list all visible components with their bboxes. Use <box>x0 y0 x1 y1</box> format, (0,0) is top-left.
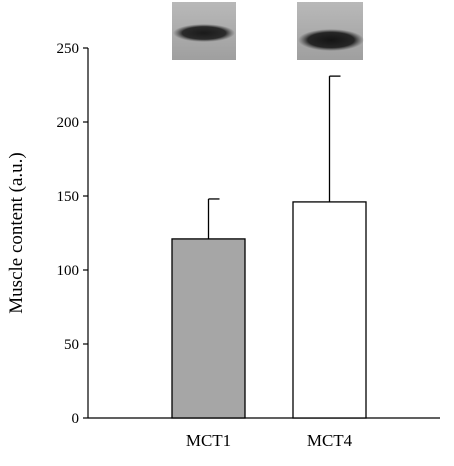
x-category-label-mct4: MCT4 <box>307 431 353 450</box>
y-tick-label: 250 <box>57 41 80 57</box>
y-tick-label: 200 <box>57 115 80 131</box>
y-tick-label: 100 <box>57 263 80 279</box>
y-tick-label: 0 <box>72 411 80 427</box>
y-tick-label: 50 <box>64 337 79 353</box>
category-labels: MCT1 MCT4 <box>186 431 353 450</box>
y-ticks: 0 50 100 150 200 250 <box>57 41 88 427</box>
blot-image-mct1 <box>172 2 236 60</box>
y-tick-label: 150 <box>57 189 80 205</box>
y-axis-title: Muscle content (a.u.) <box>6 152 27 313</box>
bars <box>171 75 367 419</box>
bar-mct1 <box>171 238 246 419</box>
blot-image-mct4 <box>297 2 364 60</box>
x-category-label-mct1: MCT1 <box>186 431 231 450</box>
bar-mct4 <box>292 201 367 419</box>
